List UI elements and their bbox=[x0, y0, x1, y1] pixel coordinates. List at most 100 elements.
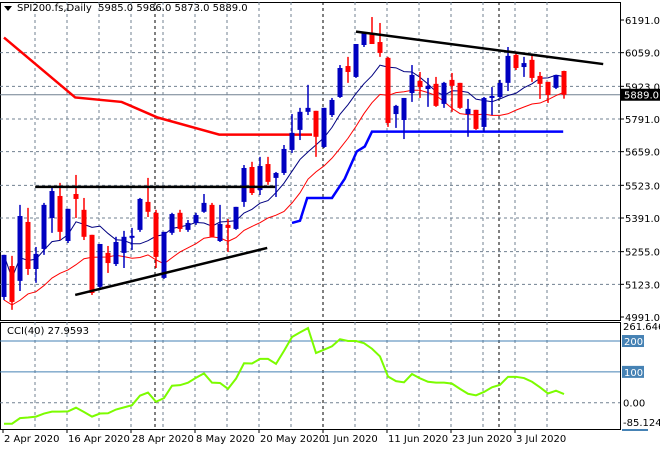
price-tick-label: 5659.0 bbox=[625, 148, 660, 159]
bearish-candle bbox=[369, 32, 375, 45]
cci-name: CCI(40) bbox=[7, 326, 45, 337]
bullish-candle bbox=[425, 85, 431, 90]
bullish-candle bbox=[497, 82, 503, 97]
trendline-support[interactable] bbox=[74, 246, 268, 297]
bearish-candle bbox=[105, 252, 111, 264]
bearish-candle bbox=[385, 57, 391, 123]
ohlc-readout: 5985.0 5986.0 5873.0 5889.0 bbox=[98, 3, 248, 14]
moving-average-fast bbox=[3, 64, 565, 280]
bullish-candle bbox=[273, 172, 279, 178]
cci-value: 27.9593 bbox=[47, 326, 89, 337]
bullish-candle bbox=[17, 216, 23, 281]
current-price-box bbox=[621, 88, 660, 101]
bearish-candle bbox=[433, 83, 439, 106]
date-tick-label: 16 Apr 2020 bbox=[68, 434, 130, 445]
price-tick-label: 4991.0 bbox=[625, 313, 660, 324]
bullish-candle bbox=[217, 223, 223, 242]
bullish-candle bbox=[97, 243, 103, 287]
price-tick-label: 5123.0 bbox=[625, 280, 660, 291]
bearish-candle bbox=[177, 212, 183, 229]
bullish-candle bbox=[321, 107, 327, 147]
date-tick-label: 8 May 2020 bbox=[196, 434, 255, 445]
current-price-label: 5889.0 bbox=[624, 91, 659, 102]
date-tick-label: 28 Apr 2020 bbox=[132, 434, 194, 445]
bearish-candle bbox=[345, 66, 351, 72]
dropdown-triangle-icon[interactable] bbox=[4, 5, 12, 11]
bearish-candle bbox=[249, 167, 255, 194]
date-tick-label: 3 Jul 2020 bbox=[516, 434, 566, 445]
cci-level-box bbox=[622, 335, 644, 348]
bullish-candle bbox=[121, 236, 127, 253]
bearish-candle bbox=[265, 164, 271, 182]
cci-level-label: 100 bbox=[624, 368, 643, 379]
bullish-candle bbox=[193, 215, 199, 223]
bullish-candle bbox=[489, 95, 495, 98]
bullish-candle bbox=[465, 108, 471, 115]
bullish-candle bbox=[65, 208, 71, 242]
price-tick-label: 5255.0 bbox=[625, 248, 660, 259]
bullish-candle bbox=[289, 132, 295, 150]
bullish-candle bbox=[201, 202, 207, 212]
bearish-candle bbox=[457, 82, 463, 108]
bullish-candle bbox=[33, 253, 39, 269]
bullish-candle bbox=[257, 166, 263, 191]
bullish-candle bbox=[113, 242, 119, 265]
bullish-candle bbox=[409, 74, 415, 94]
bullish-candle bbox=[361, 32, 367, 45]
channel-upper-line bbox=[3, 36, 312, 136]
channel-lower-line bbox=[291, 130, 564, 225]
date-tick-label: 20 May 2020 bbox=[260, 434, 325, 445]
bearish-candle bbox=[73, 193, 79, 199]
bullish-candle bbox=[401, 97, 407, 120]
bullish-candle bbox=[297, 111, 303, 130]
bearish-candle bbox=[89, 234, 95, 293]
bullish-candle bbox=[161, 231, 167, 278]
bearish-candle bbox=[209, 204, 215, 237]
bullish-candle bbox=[505, 55, 511, 83]
bullish-candle bbox=[329, 99, 335, 116]
bearish-candle bbox=[529, 59, 535, 78]
bullish-candle bbox=[281, 148, 287, 173]
date-tick-label: 1 Jun 2020 bbox=[324, 434, 378, 445]
bullish-candle bbox=[1, 254, 7, 297]
cci-tick-label: 261.6465 bbox=[623, 322, 660, 333]
bearish-candle bbox=[81, 209, 87, 237]
trendline-downtrend[interactable] bbox=[355, 30, 604, 66]
price-tick-label: 5791.0 bbox=[625, 115, 660, 126]
bearish-candle bbox=[545, 81, 551, 95]
bearish-candle bbox=[513, 54, 519, 69]
bearish-candle bbox=[417, 80, 423, 88]
bullish-candle bbox=[185, 222, 191, 230]
bullish-candle bbox=[441, 82, 447, 104]
bearish-candle bbox=[25, 221, 31, 269]
price-tick-label: 6191.0 bbox=[625, 16, 660, 27]
bearish-candle bbox=[473, 109, 479, 129]
bearish-candle bbox=[449, 79, 455, 86]
symbol-label: SPI200.fs,Daily bbox=[17, 3, 92, 14]
date-tick-label: 11 Jun 2020 bbox=[388, 434, 448, 445]
bearish-candle bbox=[377, 42, 383, 53]
bearish-candle bbox=[225, 224, 231, 228]
price-tick-label: 5523.0 bbox=[625, 181, 660, 192]
bearish-candle bbox=[57, 195, 63, 232]
bullish-candle bbox=[241, 168, 247, 202]
date-tick-label: 23 Jun 2020 bbox=[452, 434, 512, 445]
bullish-candle bbox=[393, 105, 399, 115]
chart-title: SPI200.fs,Daily 5985.0 5986.0 5873.0 588… bbox=[4, 3, 248, 14]
cci-tick-label: 0.00 bbox=[623, 399, 645, 410]
bullish-candle bbox=[521, 63, 527, 68]
bullish-candle bbox=[169, 214, 175, 233]
price-tick-label: 6059.0 bbox=[625, 49, 660, 60]
date-tick-label: 2 Apr 2020 bbox=[4, 434, 59, 445]
price-tick-label: 5923.0 bbox=[625, 82, 660, 93]
bullish-candle bbox=[553, 74, 559, 88]
bullish-candle bbox=[233, 206, 239, 229]
bullish-candle bbox=[129, 235, 135, 238]
bearish-candle bbox=[9, 266, 15, 302]
bullish-candle bbox=[137, 198, 143, 230]
cci-title: CCI(40) 27.9593 bbox=[7, 326, 89, 337]
bullish-candle bbox=[337, 68, 343, 97]
cci-level-box bbox=[622, 365, 644, 378]
